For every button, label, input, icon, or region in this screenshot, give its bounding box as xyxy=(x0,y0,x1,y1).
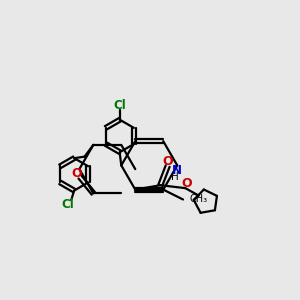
Text: O: O xyxy=(162,155,173,168)
Text: Cl: Cl xyxy=(113,99,126,112)
Text: H: H xyxy=(171,172,179,182)
Text: O: O xyxy=(181,177,191,190)
Text: CH₃: CH₃ xyxy=(190,194,208,205)
Text: Cl: Cl xyxy=(61,198,74,211)
Text: O: O xyxy=(72,167,83,180)
Text: N: N xyxy=(172,164,182,177)
